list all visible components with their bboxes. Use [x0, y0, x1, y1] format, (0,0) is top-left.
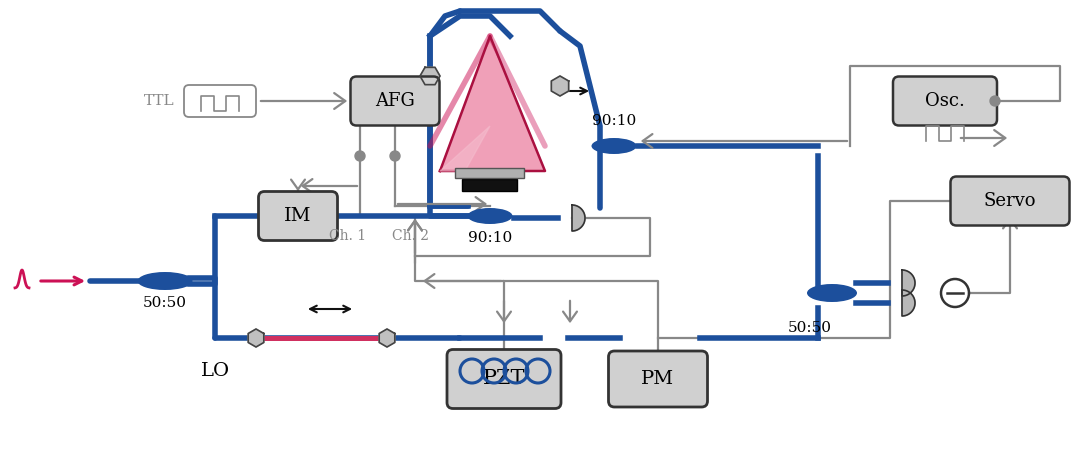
Polygon shape — [440, 36, 545, 171]
Text: Servo: Servo — [984, 192, 1036, 210]
FancyBboxPatch shape — [608, 351, 707, 407]
Text: TTL: TTL — [145, 94, 175, 108]
Text: IM: IM — [284, 207, 312, 225]
Circle shape — [390, 151, 400, 161]
Polygon shape — [551, 76, 569, 96]
Text: Osc.: Osc. — [926, 92, 964, 110]
Polygon shape — [448, 46, 536, 161]
Bar — [462, 179, 517, 191]
Circle shape — [355, 151, 365, 161]
Text: 90:10: 90:10 — [468, 231, 512, 245]
Text: 50:50: 50:50 — [143, 296, 187, 310]
Polygon shape — [444, 41, 541, 166]
FancyBboxPatch shape — [893, 76, 997, 125]
Polygon shape — [902, 290, 915, 316]
Polygon shape — [453, 50, 531, 157]
Text: 90:10: 90:10 — [592, 114, 636, 128]
Circle shape — [990, 96, 1000, 106]
Ellipse shape — [468, 208, 513, 224]
Polygon shape — [902, 270, 915, 296]
FancyBboxPatch shape — [447, 350, 561, 409]
Text: LO: LO — [201, 362, 230, 380]
Polygon shape — [248, 329, 264, 347]
Text: 50:50: 50:50 — [788, 321, 832, 335]
Polygon shape — [379, 329, 395, 347]
Ellipse shape — [137, 272, 192, 290]
Bar — [455, 168, 524, 178]
Polygon shape — [440, 126, 490, 171]
FancyBboxPatch shape — [258, 192, 337, 240]
Ellipse shape — [807, 284, 858, 302]
Text: AFG: AFG — [375, 92, 415, 110]
Polygon shape — [572, 205, 585, 231]
Text: Ch. 2: Ch. 2 — [391, 229, 429, 243]
Polygon shape — [420, 68, 440, 85]
FancyBboxPatch shape — [950, 177, 1069, 226]
FancyBboxPatch shape — [184, 85, 256, 117]
Ellipse shape — [592, 138, 636, 154]
Text: PZT: PZT — [483, 370, 525, 389]
Text: PM: PM — [642, 370, 675, 388]
FancyBboxPatch shape — [351, 76, 440, 125]
Text: Ch. 1: Ch. 1 — [329, 229, 366, 243]
